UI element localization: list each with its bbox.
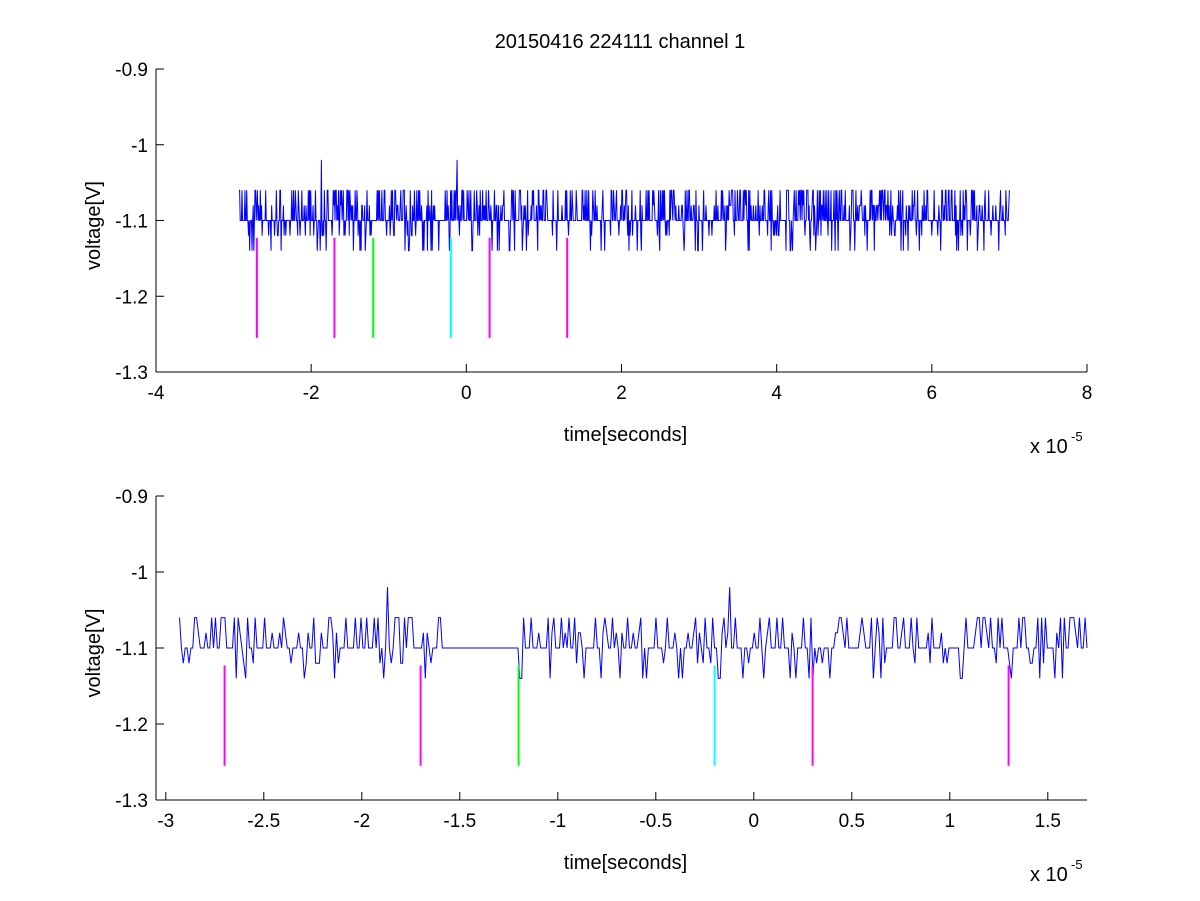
y-axis-label: voltage[V]	[83, 609, 105, 698]
x-tick-label: 2	[616, 383, 627, 404]
x-multiplier-exponent: -5	[1071, 857, 1083, 872]
voltage-trace-line	[239, 159, 1010, 252]
x-axis-label: time[seconds]	[564, 852, 687, 874]
y-tick-label: -1.2	[115, 715, 148, 736]
x-tick-label: 1	[945, 811, 956, 832]
x-tick-label: 8	[1082, 383, 1093, 404]
x-multiplier-exponent: -5	[1071, 429, 1083, 444]
x-tick-label: 1.5	[1035, 811, 1061, 832]
x-multiplier-label: x 10	[1030, 864, 1068, 886]
x-tick-label: -2	[303, 383, 320, 404]
x-tick-label: -1.5	[443, 811, 476, 832]
x-axis-label: time[seconds]	[564, 424, 687, 446]
y-tick-label: -1	[131, 563, 148, 584]
x-tick-label: 0	[461, 383, 472, 404]
chart-panel-top: -4 -2 0 2 4 6 8 -0.9 -1 -1.1 -1.2 -1.3 time[seconds]…	[83, 60, 1092, 458]
x-tick-label: -2	[353, 811, 370, 832]
x-tick-label: 0.5	[839, 811, 865, 832]
y-tick-label: -1.2	[115, 287, 148, 308]
x-tick-label: -1	[549, 811, 566, 832]
y-tick-label: -0.9	[115, 60, 148, 81]
figure-title: 20150416 224111 channel 1	[495, 31, 746, 53]
x-tick-label: -3	[157, 811, 174, 832]
y-tick-label: -1.1	[115, 639, 148, 660]
y-tick-label: -1	[131, 136, 148, 157]
y-axis-label: voltage[V]	[83, 181, 105, 270]
x-multiplier-label: x 10	[1030, 436, 1068, 458]
x-tick-label: -4	[148, 383, 165, 404]
y-tick-label: -1.3	[115, 363, 148, 384]
y-tick-label: -1.1	[115, 212, 148, 233]
x-tick-label: 0	[749, 811, 760, 832]
x-tick-label: -2.5	[247, 811, 280, 832]
x-tick-label: 6	[927, 383, 938, 404]
voltage-trace-line	[179, 587, 1088, 679]
x-tick-label: -0.5	[639, 811, 672, 832]
x-tick-label: 4	[771, 383, 782, 404]
y-tick-label: -0.9	[115, 487, 148, 508]
chart-panel-bottom: -3 -2.5 -2 -1.5 -1 -0.5 0 0.5 1 1.5 -0.9 -1 -1.1 -1.2…	[83, 487, 1088, 886]
y-tick-label: -1.3	[115, 791, 148, 812]
